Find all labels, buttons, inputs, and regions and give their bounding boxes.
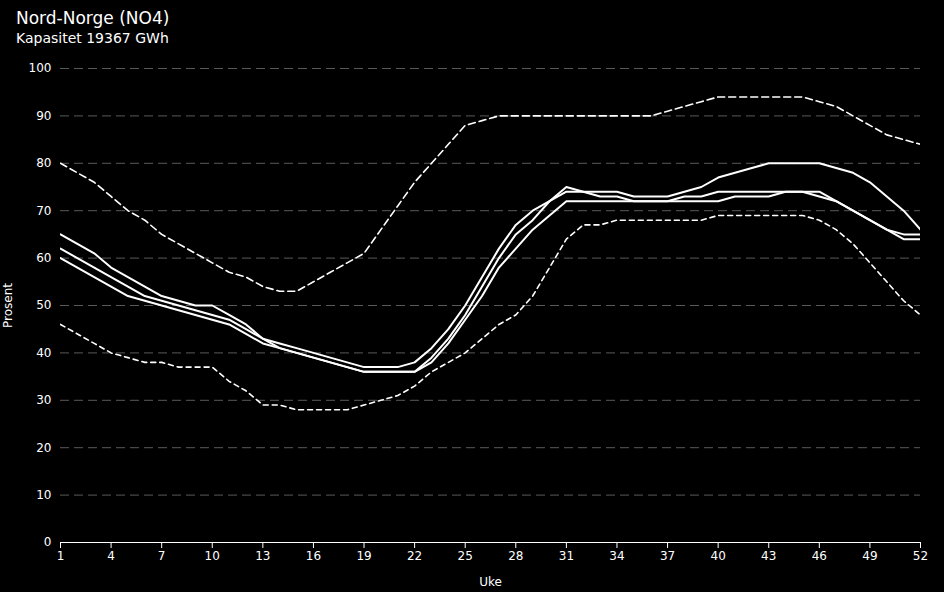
- svg-text:7: 7: [158, 549, 166, 563]
- svg-text:4: 4: [107, 549, 115, 563]
- svg-text:28: 28: [508, 549, 523, 563]
- html-text:Nord-Norge (NO4): Nord-Norge (NO4): [16, 8, 170, 28]
- svg-text:46: 46: [812, 549, 827, 563]
- svg-text:100: 100: [29, 61, 52, 75]
- svg-text:19: 19: [356, 549, 371, 563]
- svg-text:43: 43: [761, 549, 776, 563]
- svg-text:Uke: Uke: [479, 575, 502, 589]
- svg-text:16: 16: [306, 549, 321, 563]
- svg-text:13: 13: [255, 549, 270, 563]
- svg-text:34: 34: [609, 549, 624, 563]
- svg-text:1: 1: [57, 549, 65, 563]
- svg-text:Prosent: Prosent: [1, 283, 15, 328]
- svg-text:50: 50: [36, 298, 51, 312]
- svg-text:40: 40: [711, 549, 726, 563]
- svg-text:37: 37: [660, 549, 675, 563]
- svg-text:10: 10: [205, 549, 220, 563]
- svg-text:49: 49: [862, 549, 877, 563]
- svg-text:70: 70: [36, 204, 51, 218]
- svg-text:30: 30: [36, 393, 51, 407]
- html-text:Kapasitet 19367 GWh: Kapasitet 19367 GWh: [16, 30, 169, 46]
- svg-text:80: 80: [36, 156, 51, 170]
- svg-text:10: 10: [36, 488, 51, 502]
- svg-text:0: 0: [44, 535, 52, 549]
- svg-text:40: 40: [36, 346, 51, 360]
- svg-text:25: 25: [458, 549, 473, 563]
- svg-text:90: 90: [36, 109, 51, 123]
- svg-text:31: 31: [559, 549, 574, 563]
- svg-text:60: 60: [36, 251, 51, 265]
- svg-text:52: 52: [913, 549, 928, 563]
- svg-text:20: 20: [36, 441, 51, 455]
- svg-text:22: 22: [407, 549, 422, 563]
